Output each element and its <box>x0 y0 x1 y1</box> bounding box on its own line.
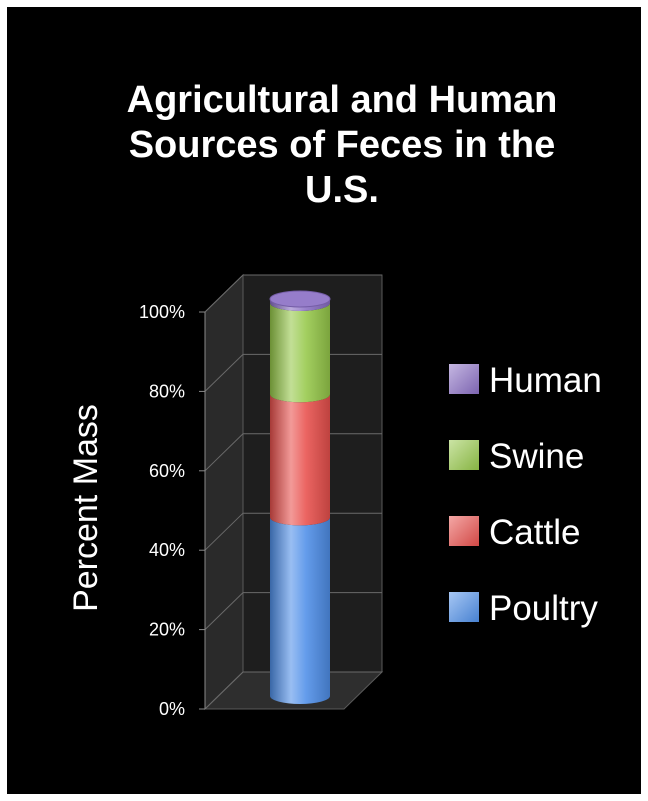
legend: Human Swine Cattle Poultry <box>449 361 602 628</box>
side-wall <box>204 273 244 711</box>
chart-title-line-1: Agricultural and Human <box>127 79 558 121</box>
y-tick-label: 60% <box>149 461 185 481</box>
y-axis-label: Percent Mass <box>67 404 105 612</box>
gridline <box>204 592 382 630</box>
chart-title-line-3: U.S. <box>305 169 379 211</box>
y-tick-label: 40% <box>149 540 185 560</box>
y-tick-label: 80% <box>149 381 185 401</box>
gridline <box>204 512 382 551</box>
bar-segment-cattle: Cattle: 31% <box>270 394 330 526</box>
legend-swatch-swine <box>449 440 479 470</box>
legend-swatch-cattle <box>449 516 479 546</box>
chart-title-line-2: Sources of Feces in the <box>129 124 556 166</box>
y-tick-label: 0% <box>159 699 185 719</box>
legend-swatch-poultry <box>449 592 479 622</box>
bar-segment-human: Human: 1% <box>270 299 330 311</box>
y-tick-label: 20% <box>149 620 185 640</box>
chart-title: Agricultural and Human Sources of Feces … <box>127 79 558 211</box>
bar-segment-poultry: Poultry: 45% <box>270 517 330 704</box>
legend-label-swine: Swine <box>489 437 584 476</box>
gridline <box>204 274 382 313</box>
gridline <box>204 433 382 472</box>
gridline <box>204 353 382 392</box>
plot-area: 0% 20% 40% 60% 80% 100% Poultry: 45%Cattle: 31… <box>139 273 384 719</box>
legend-label-cattle: Cattle <box>489 513 580 552</box>
legend-label-poultry: Poultry <box>489 589 598 628</box>
bar-segment-swine: Swine: 23% <box>270 302 330 403</box>
y-tick-label: 100% <box>139 302 185 322</box>
legend-swatch-human <box>449 364 479 394</box>
gridline <box>204 671 382 710</box>
legend-label-human: Human <box>489 361 602 400</box>
bar-cap-human <box>269 290 331 308</box>
